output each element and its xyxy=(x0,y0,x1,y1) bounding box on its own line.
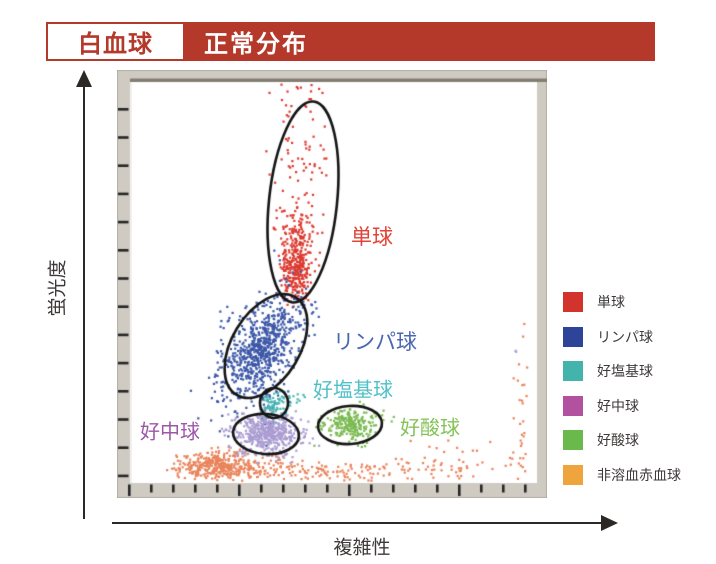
legend-item-basophil: 好塩基球 xyxy=(563,361,681,382)
legend-item-lymphocyte: リンパ球 xyxy=(563,326,681,347)
y-axis-arrowhead-icon xyxy=(76,70,92,87)
cluster-label-eosinophil: 好酸球 xyxy=(400,417,460,440)
legend-swatch-eosinophil xyxy=(563,430,583,451)
legend-swatch-rbc xyxy=(563,464,583,485)
cluster-label-monocyte: 単球 xyxy=(351,226,393,249)
scattergram-plot: 単球リンパ球好塩基球好中球 好酸球 xyxy=(117,70,547,498)
x-axis-label: 複雑性 xyxy=(333,537,391,559)
header-title-label: 正常分布 xyxy=(204,31,308,58)
legend-label-basophil: 好塩基球 xyxy=(597,363,653,380)
legend-swatch-basophil xyxy=(563,361,583,382)
legend-label-eosinophil: 好酸球 xyxy=(597,432,639,449)
cluster-label-lymphocyte: リンパ球 xyxy=(333,331,417,354)
header-bar: 白血球 正常分布 xyxy=(46,22,655,61)
cluster-label-neutrophil: 好中球 xyxy=(140,421,200,444)
legend-item-rbc: 非溶血赤血球 xyxy=(563,464,681,485)
x-axis-line xyxy=(112,522,602,524)
header-tag-label: 白血球 xyxy=(78,31,153,58)
legend-label-lymphocyte: リンパ球 xyxy=(597,328,653,345)
legend-label-rbc: 非溶血赤血球 xyxy=(597,466,681,483)
y-axis-label: 蛍光度 xyxy=(47,259,69,317)
legend-swatch-monocyte xyxy=(563,292,583,312)
y-axis-line xyxy=(83,86,85,519)
legend-label-monocyte: 単球 xyxy=(597,294,625,310)
legend-swatch-lymphocyte xyxy=(563,326,583,347)
legend-label-neutrophil: 好中球 xyxy=(597,397,639,414)
legend: 単球 リンパ球 好塩基球 好中球 好酸球 非溶血赤血球 xyxy=(563,292,681,500)
x-axis-arrowhead-icon xyxy=(601,515,618,531)
legend-item-eosinophil: 好酸球 xyxy=(563,430,681,451)
scattergram-canvas xyxy=(117,70,547,498)
legend-item-neutrophil: 好中球 xyxy=(563,395,681,416)
header-title: 正常分布 xyxy=(204,22,308,61)
header-tag-wbc: 白血球 xyxy=(46,22,185,61)
legend-swatch-neutrophil xyxy=(563,395,583,416)
legend-item-monocyte: 単球 xyxy=(563,292,681,312)
cluster-label-basophil: 好塩基球 xyxy=(313,379,393,402)
